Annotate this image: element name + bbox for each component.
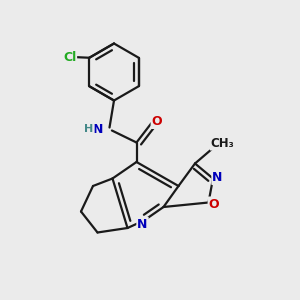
Text: N: N: [137, 218, 148, 231]
Text: N: N: [212, 171, 223, 184]
Text: O: O: [208, 197, 219, 211]
Text: N: N: [93, 123, 103, 136]
Text: O: O: [152, 115, 162, 128]
Text: Cl: Cl: [63, 51, 76, 64]
Text: H: H: [85, 124, 94, 134]
Text: CH₃: CH₃: [211, 136, 235, 150]
